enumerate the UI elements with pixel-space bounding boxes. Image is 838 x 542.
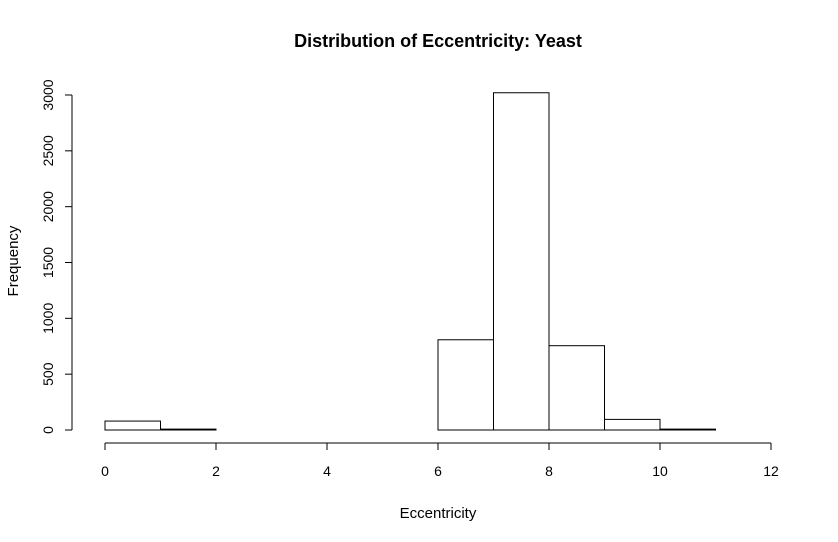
y-axis-label: Frequency	[5, 225, 22, 296]
x-tick-label: 2	[212, 463, 220, 479]
y-tick-label: 500	[40, 362, 56, 386]
y-tick-label: 1000	[40, 303, 56, 334]
bar-bin-6	[437, 339, 494, 431]
y-tick-label: 0	[40, 426, 56, 434]
bar-bin-9	[604, 418, 661, 431]
chart-title: Distribution of Eccentricity: Yeast	[294, 31, 582, 51]
x-tick-label: 8	[545, 463, 553, 479]
x-axis: 0 2 4 6 8 10 12	[101, 442, 779, 479]
bar-bin-7	[493, 92, 550, 431]
x-tick-label: 4	[323, 463, 331, 479]
x-tick-label: 12	[763, 463, 779, 479]
bar-bin-0	[104, 420, 161, 431]
bar-bin-10	[659, 428, 716, 431]
y-axis: 0 500 1000 1500 2000 2500 3000	[40, 79, 73, 434]
y-tick-label: 1500	[40, 247, 56, 278]
y-tick-label: 2000	[40, 191, 56, 222]
x-tick-label: 6	[434, 463, 442, 479]
x-tick-label: 0	[101, 463, 109, 479]
x-tick-label: 10	[652, 463, 668, 479]
y-tick-label: 3000	[40, 79, 56, 110]
y-tick-label: 2500	[40, 135, 56, 166]
bar-bin-8	[548, 345, 605, 431]
x-axis-label: Eccentricity	[400, 505, 477, 522]
bars-group	[104, 92, 716, 431]
bar-bin-1	[160, 428, 217, 431]
